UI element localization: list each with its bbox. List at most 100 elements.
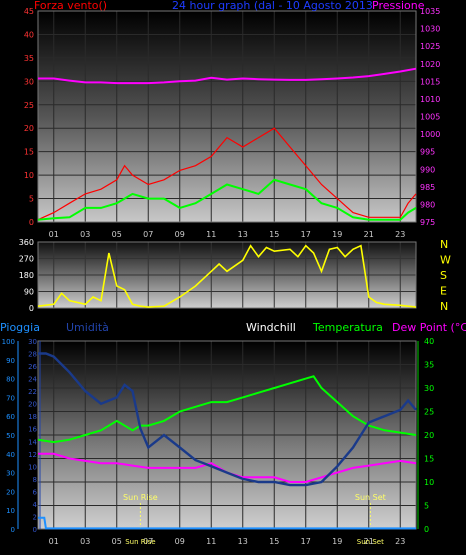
rain-axis: 0 10 20 30 40 50 60 70 80 90 100 bbox=[2, 338, 15, 534]
wind-plot-background bbox=[38, 11, 416, 222]
compass-label: W bbox=[440, 254, 451, 267]
compass-label: N bbox=[440, 238, 448, 251]
wind-tick-label: 15 bbox=[24, 148, 34, 157]
chart-title: 24 hour graph (dal - 10 Agosto 2013 bbox=[172, 0, 373, 12]
time-tick-label: 09 bbox=[175, 537, 185, 546]
temperature-humidity-panel: Pioggia Umidità Windchill Temperatura De… bbox=[0, 321, 466, 546]
pressure-tick-label: 995 bbox=[420, 148, 435, 157]
humidity-tick-label: 14 bbox=[28, 438, 37, 446]
temperature-tick-label: 5 bbox=[424, 502, 429, 511]
time-tick-label: 01 bbox=[49, 230, 59, 239]
direction-tick-label: 90 bbox=[24, 288, 34, 297]
compass-label: E bbox=[440, 285, 447, 298]
sun-annotations: Sun Rise Sun Rise Sun Set Sun Set bbox=[123, 493, 386, 546]
direction-tick-label: 270 bbox=[19, 255, 34, 264]
humidity-tick-label: 26 bbox=[28, 363, 37, 371]
humidity-tick-label: 0 bbox=[33, 526, 37, 534]
time-tick-label: 11 bbox=[206, 230, 216, 239]
sun-marker-label: Sun Set bbox=[355, 493, 386, 502]
pressure-tick-label: 1030 bbox=[420, 25, 440, 34]
wind-axis-label: Forza vento() bbox=[34, 0, 107, 12]
time-tick-label: 23 bbox=[395, 537, 405, 546]
wind-speed-axis: 0 5 10 15 20 25 30 35 40 45 bbox=[24, 7, 34, 227]
pressure-tick-label: 1000 bbox=[420, 130, 440, 139]
humidity-tick-label: 18 bbox=[28, 413, 37, 421]
humidity-tick-label: 2 bbox=[33, 513, 37, 521]
direction-tick-label: 360 bbox=[19, 238, 34, 247]
pressure-line bbox=[38, 67, 417, 85]
time-tick-label: 03 bbox=[80, 537, 90, 546]
temperature-line bbox=[37, 375, 417, 444]
time-tick-label: 19 bbox=[332, 230, 342, 239]
humidity-tick-label: 30 bbox=[28, 338, 37, 346]
climate-series bbox=[37, 352, 417, 530]
humidity-tick-label: 8 bbox=[33, 476, 37, 484]
rain-axis-label: Pioggia bbox=[0, 321, 40, 334]
rain-tick-label: 20 bbox=[6, 488, 15, 496]
wind-tick-label: 10 bbox=[24, 171, 34, 180]
humidity-tick-label: 22 bbox=[28, 388, 37, 396]
time-tick-label: 03 bbox=[80, 230, 90, 239]
time-tick-label: 17 bbox=[301, 230, 311, 239]
humidity-tick-label: 12 bbox=[28, 451, 37, 459]
pressure-tick-label: 1025 bbox=[420, 42, 440, 51]
time-tick-label: 07 bbox=[143, 230, 153, 239]
wind-series bbox=[37, 67, 417, 221]
direction-series bbox=[37, 244, 417, 308]
rain-tick-label: 40 bbox=[6, 451, 15, 459]
time-tick-label: 11 bbox=[206, 537, 216, 546]
time-tick-label: 21 bbox=[364, 537, 374, 546]
temperature-axis: 0 5 10 15 20 25 30 35 40 bbox=[424, 337, 434, 534]
rain-tick-label: 50 bbox=[6, 432, 15, 440]
pressure-tick-label: 1035 bbox=[420, 7, 440, 16]
pressure-tick-label: 1010 bbox=[420, 95, 440, 104]
wind-tick-label: 35 bbox=[24, 54, 34, 63]
temperature-tick-label: 35 bbox=[424, 361, 434, 370]
direction-tick-label: 180 bbox=[19, 271, 34, 280]
temperature-label: Temperatura bbox=[312, 321, 383, 334]
wind-speed-line bbox=[37, 178, 417, 221]
gust-line bbox=[37, 127, 417, 221]
humidity-line bbox=[38, 352, 417, 487]
wind-tick-label: 20 bbox=[24, 124, 34, 133]
humidity-tick-label: 20 bbox=[28, 401, 37, 409]
time-tick-label: 07 bbox=[143, 537, 153, 546]
rain-tick-label: 90 bbox=[6, 357, 15, 365]
windchill-label: Windchill bbox=[246, 321, 296, 334]
time-tick-label: 21 bbox=[364, 230, 374, 239]
time-tick-label: 05 bbox=[112, 230, 122, 239]
time-tick-label: 15 bbox=[269, 230, 279, 239]
rain-tick-label: 30 bbox=[6, 470, 15, 478]
humidity-tick-label: 4 bbox=[33, 501, 38, 509]
dewpoint-label: Dew Point (°C) bbox=[392, 321, 466, 334]
time-tick-label: 23 bbox=[395, 230, 405, 239]
pressure-axis-label: Pressione bbox=[372, 0, 425, 12]
time-tick-label: 13 bbox=[238, 230, 248, 239]
pressure-axis: 975 980 985 990 995 1000 1005 1010 1015 1020 1025 1… bbox=[420, 7, 440, 227]
temperature-tick-label: 10 bbox=[424, 478, 434, 487]
direction-plot-frame bbox=[37, 241, 417, 309]
wind-tick-label: 30 bbox=[24, 77, 34, 86]
time-tick-label: 01 bbox=[49, 537, 59, 546]
temperature-tick-label: 40 bbox=[424, 337, 434, 346]
sun-marker-label: Sun Rise bbox=[123, 493, 158, 502]
humidity-tick-label: 16 bbox=[28, 426, 37, 434]
time-tick-label: 17 bbox=[301, 537, 311, 546]
time-tick-label: 05 bbox=[112, 537, 122, 546]
humidity-axis-label: Umidità bbox=[66, 321, 109, 334]
pressure-tick-label: 990 bbox=[420, 165, 435, 174]
wind-direction-line bbox=[37, 244, 417, 308]
wind-plot-frame bbox=[37, 10, 417, 223]
wind-time-axis: 01 03 05 07 09 11 13 15 17 19 21 23 bbox=[49, 230, 406, 239]
sun-time-label: Sun Set bbox=[357, 538, 384, 546]
temperature-tick-label: 0 bbox=[424, 525, 429, 534]
pressure-tick-label: 1015 bbox=[420, 77, 440, 86]
time-tick-label: 15 bbox=[269, 537, 279, 546]
time-tick-label: 19 bbox=[332, 537, 342, 546]
sun-time-label: Sun Rise bbox=[125, 538, 155, 546]
rain-tick-label: 10 bbox=[6, 507, 15, 515]
